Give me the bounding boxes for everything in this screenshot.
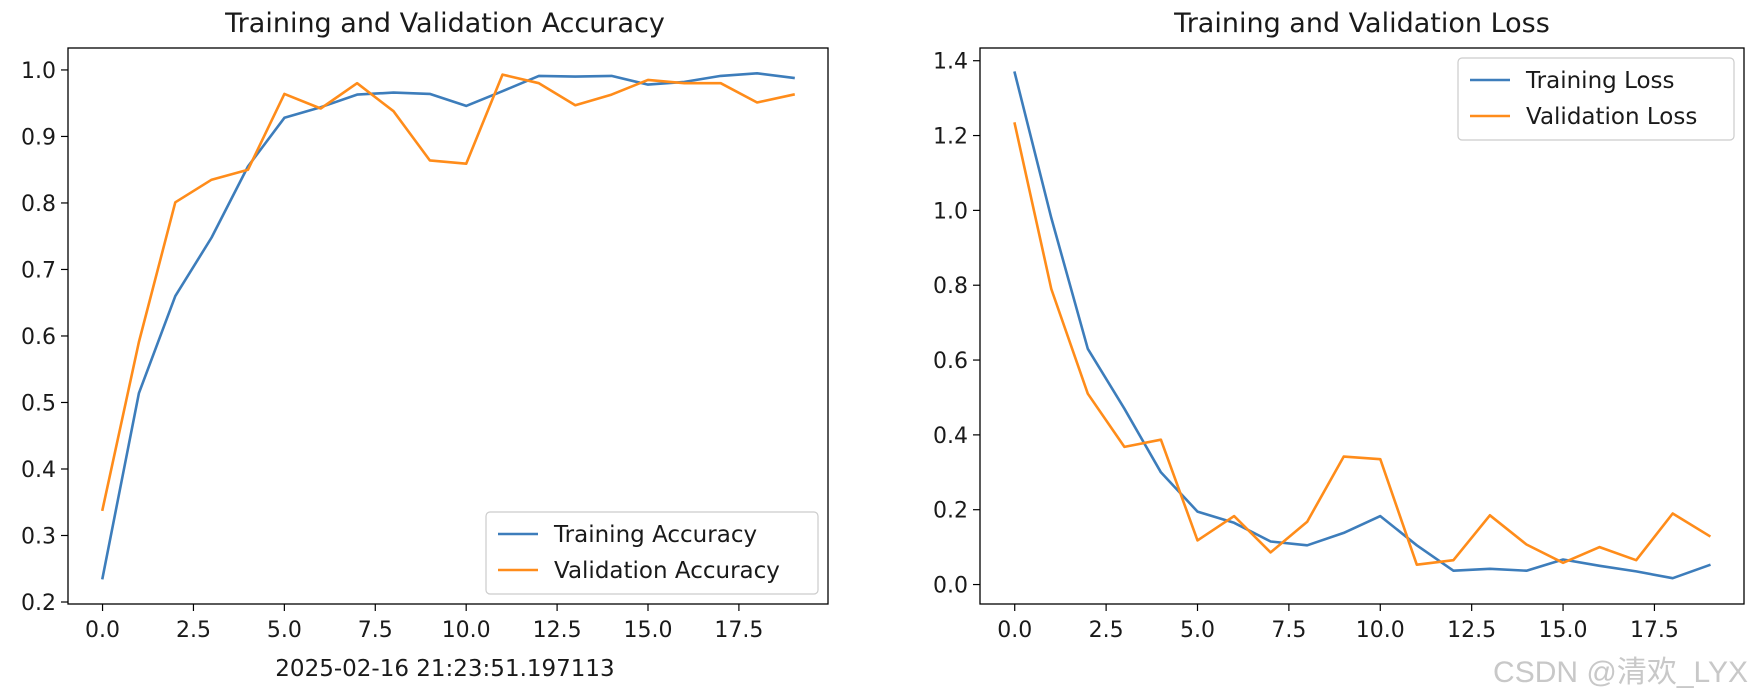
x-tick-label: 7.5 (1271, 618, 1306, 643)
x-tick-label: 2.5 (176, 618, 211, 643)
series-line-loss-validation (1013, 122, 1712, 567)
y-tick-label: 1.4 (933, 50, 968, 75)
legend-accuracy: Training Accuracy Validation Accuracy (485, 511, 819, 595)
y-tick-label: 1.2 (933, 125, 968, 150)
y-tick-label: 0.3 (21, 524, 56, 549)
legend-box (485, 511, 819, 595)
accuracy-plot: 0.0 2.5 5.0 7.5 10.0 12.5 15.0 17.5 0.2 0.3 0.4 0.5… (21, 47, 829, 643)
y-tick-label: 0.4 (933, 424, 968, 449)
x-tick-label: 17.5 (1630, 618, 1679, 643)
y-tick-label: 0.5 (21, 391, 56, 416)
chart-title-loss: Training and Validation Loss (1173, 8, 1550, 39)
x-tick-label: 17.5 (714, 618, 763, 643)
legend-entry: Validation Loss (1526, 104, 1697, 130)
legend-entry: Training Loss (1525, 68, 1675, 94)
x-tick-label: 10.0 (442, 618, 491, 643)
legend-loss: Training Loss Validation Loss (1457, 57, 1735, 141)
y-tick-label: 0.6 (21, 325, 56, 350)
series-line-accuracy-training (100, 72, 795, 580)
series-line-accuracy-validation (100, 73, 796, 512)
x-tick-label: 5.0 (1180, 618, 1215, 643)
x-tick-label: 10.0 (1356, 618, 1405, 643)
x-tick-label: 2.5 (1089, 618, 1124, 643)
watermark: CSDN @清欢_LYX (1493, 656, 1748, 689)
x-tick-label: 15.0 (624, 618, 673, 643)
y-tick-label: 1.0 (933, 199, 968, 224)
y-tick-label: 0.7 (21, 258, 56, 283)
y-tick-label: 0.9 (21, 125, 56, 150)
legend-entry: Training Accuracy (553, 522, 757, 548)
x-tick-label: 15.0 (1539, 618, 1588, 643)
x-tick-label: 0.0 (997, 618, 1032, 643)
timestamp-caption: 2025-02-16 21:23:51.197113 (275, 656, 614, 682)
chart-title-accuracy: Training and Validation Accuracy (224, 8, 665, 39)
x-tick-label: 5.0 (267, 618, 302, 643)
y-tick-label: 0.4 (21, 458, 56, 483)
series-line-loss-training (1013, 71, 1711, 580)
x-tick-label: 0.0 (85, 618, 120, 643)
y-tick-label: 0.2 (933, 499, 968, 524)
y-tick-label: 0.8 (21, 192, 56, 217)
y-tick-label: 0.2 (21, 591, 56, 616)
y-tick-label: 0.8 (933, 274, 968, 299)
legend-entry: Validation Accuracy (554, 558, 780, 584)
y-tick-label: 0.6 (933, 349, 968, 374)
y-tick-label: 0.0 (933, 574, 968, 599)
loss-plot: 0.0 2.5 5.0 7.5 10.0 12.5 15.0 17.5 0.0 0.2 0.4 0.6… (933, 47, 1745, 643)
legend-box (1457, 57, 1735, 141)
y-tick-label: 1.0 (21, 59, 56, 84)
x-tick-label: 12.5 (1447, 618, 1496, 643)
axes-frame (979, 47, 1745, 605)
axes-frame (67, 47, 829, 605)
x-tick-label: 7.5 (358, 618, 393, 643)
x-tick-label: 12.5 (533, 618, 582, 643)
